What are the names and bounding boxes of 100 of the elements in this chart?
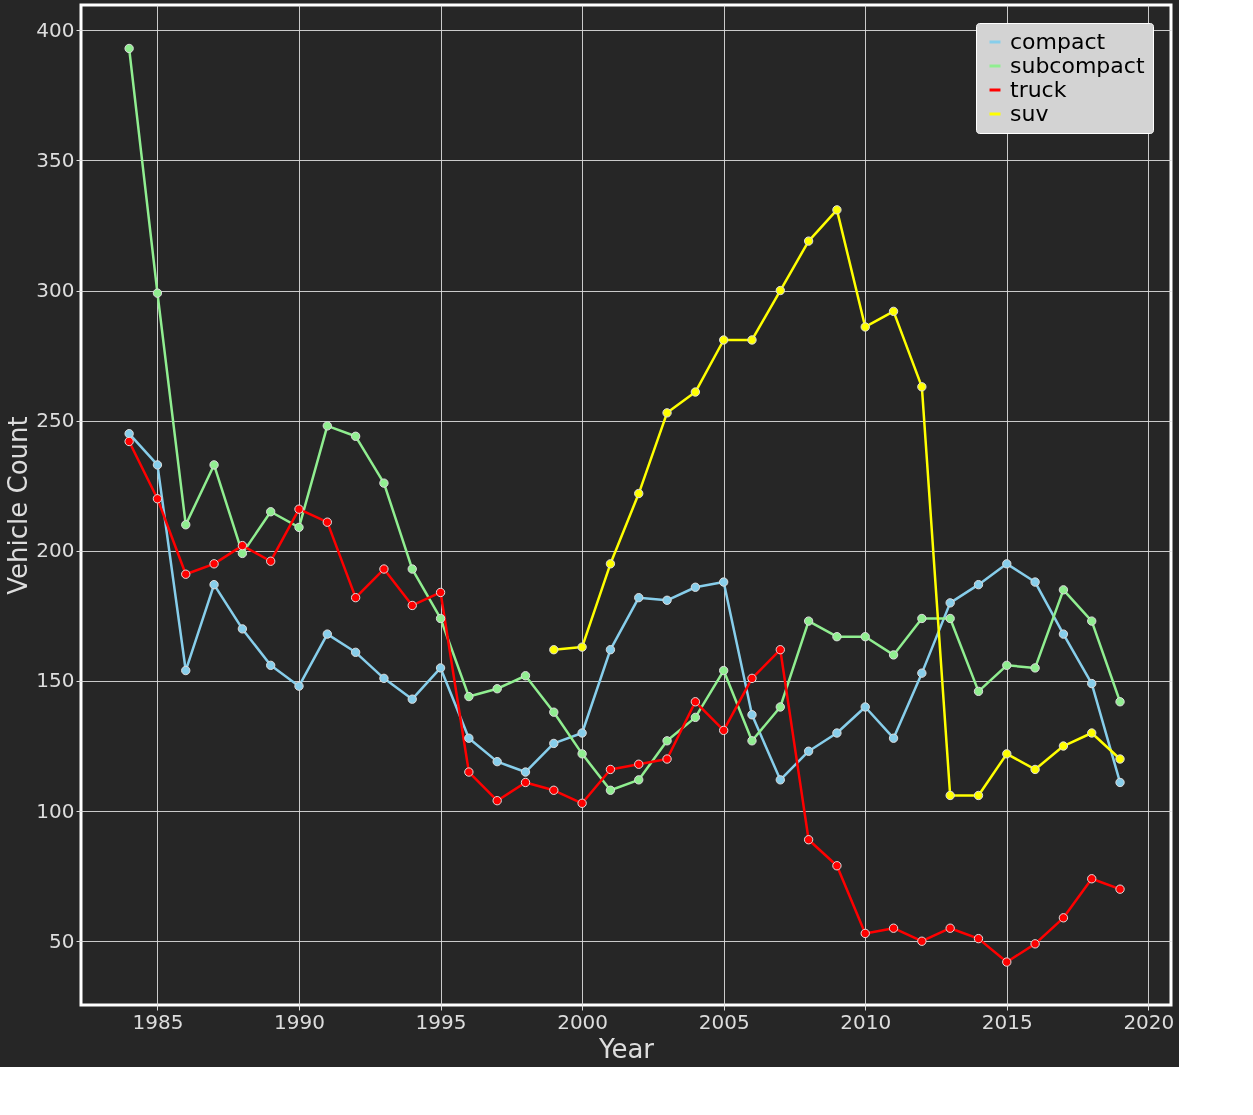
point — [690, 387, 701, 397]
point — [803, 746, 814, 756]
point — [1002, 660, 1012, 671]
point — [860, 928, 870, 939]
point — [294, 504, 304, 514]
point — [464, 767, 474, 777]
point — [124, 436, 134, 447]
point — [690, 697, 701, 707]
point — [634, 759, 644, 769]
point — [152, 288, 163, 298]
point — [1115, 777, 1125, 788]
point — [860, 632, 870, 642]
x-tick-label: 2000 — [557, 1009, 609, 1034]
point — [322, 421, 332, 431]
point — [237, 540, 248, 551]
point — [973, 579, 984, 590]
point — [379, 564, 389, 574]
point — [209, 559, 219, 569]
point — [888, 650, 899, 660]
point — [747, 335, 757, 345]
point — [124, 43, 134, 54]
point — [1030, 939, 1040, 949]
point — [634, 592, 644, 603]
y-tick-label: 200 — [36, 538, 75, 563]
point — [549, 707, 559, 717]
x-tick-label: 1995 — [415, 1009, 467, 1034]
point — [1087, 678, 1097, 689]
point — [747, 673, 757, 684]
point — [945, 790, 955, 801]
point — [945, 923, 955, 933]
point — [124, 429, 134, 439]
point — [1030, 764, 1040, 775]
y-tick-label: 400 — [36, 17, 75, 42]
x-tick-label: 2005 — [698, 1009, 750, 1034]
point — [775, 645, 785, 655]
point — [209, 460, 219, 470]
point — [832, 861, 842, 871]
point — [832, 205, 842, 215]
y-tick-label: 50 — [49, 928, 75, 953]
point — [435, 613, 446, 624]
point — [1058, 913, 1069, 923]
point — [1115, 697, 1125, 707]
point — [520, 671, 531, 681]
legend-label: suv — [1010, 101, 1049, 126]
point — [775, 702, 785, 712]
point — [832, 632, 842, 642]
point — [917, 668, 927, 678]
point — [1030, 577, 1040, 587]
point — [605, 785, 616, 795]
point — [407, 564, 417, 574]
point — [747, 710, 757, 720]
point — [1002, 749, 1012, 759]
point — [718, 577, 729, 587]
point — [549, 645, 559, 655]
point — [718, 335, 729, 345]
point — [379, 478, 389, 488]
point — [1030, 663, 1040, 673]
point — [520, 777, 531, 788]
point — [549, 785, 559, 795]
point — [1058, 585, 1069, 595]
legend-label: truck — [1010, 77, 1067, 102]
point — [1087, 616, 1097, 626]
point — [662, 754, 672, 764]
point — [718, 725, 729, 736]
y-tick-label: 100 — [36, 798, 75, 823]
point — [860, 322, 870, 332]
legend-label: compact — [1010, 29, 1106, 54]
legend-label: subcompact — [1010, 53, 1145, 78]
x-axis-title: Year — [597, 1033, 655, 1064]
point — [605, 559, 616, 569]
point — [435, 587, 446, 598]
point — [350, 647, 361, 657]
point — [181, 520, 191, 530]
point — [605, 645, 616, 655]
point — [577, 642, 587, 652]
x-tick-label: 1985 — [132, 1009, 184, 1034]
point — [1002, 559, 1012, 569]
x-tick-label: 2010 — [840, 1009, 892, 1034]
point — [322, 517, 332, 527]
point — [1115, 884, 1125, 894]
point — [775, 285, 785, 296]
point — [690, 582, 701, 592]
point — [266, 660, 276, 671]
y-axis-title: Vehicle Count — [3, 416, 34, 595]
point — [464, 733, 474, 743]
point — [832, 728, 842, 738]
point — [888, 923, 899, 933]
point — [803, 616, 814, 626]
point — [973, 933, 984, 944]
point — [577, 749, 587, 759]
point — [917, 382, 927, 392]
point — [492, 756, 502, 767]
point — [294, 522, 304, 533]
point — [860, 702, 870, 712]
x-tick-label: 2015 — [981, 1009, 1033, 1034]
y-tick-label: 300 — [36, 278, 75, 303]
point — [945, 613, 955, 624]
point — [1087, 728, 1097, 738]
point — [209, 579, 219, 590]
point — [634, 775, 644, 785]
